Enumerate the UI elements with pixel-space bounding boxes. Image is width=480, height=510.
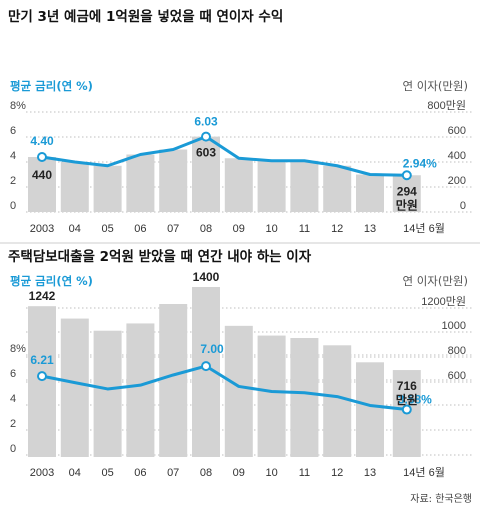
- x-tick-label: 08: [200, 223, 212, 235]
- rate-point-marker: [201, 131, 211, 142]
- interest-data-label: 294: [397, 184, 417, 198]
- bar: [224, 158, 253, 212]
- right-tick-label: 600: [448, 370, 466, 382]
- left-tick-label: 2: [10, 418, 16, 430]
- chart-title: 주택담보대출을 2억원 받았을 때 연간 내야 하는 이자: [8, 248, 312, 265]
- x-tick-label: 14년 6월: [403, 222, 445, 235]
- interest-data-label: 440: [32, 168, 52, 182]
- bar: [60, 318, 89, 457]
- rate-point-marker: [201, 361, 211, 372]
- left-tick-label: 8%: [10, 100, 26, 112]
- x-tick-label: 07: [167, 223, 179, 235]
- x-tick-label: 14년 6월: [403, 466, 445, 479]
- rate-point-marker: [37, 371, 47, 382]
- right-tick-label: 800: [448, 345, 466, 357]
- x-tick-label: 09: [233, 223, 245, 235]
- x-tick-label: 2003: [30, 223, 54, 235]
- x-tick-label: 2003: [30, 467, 54, 479]
- bar: [28, 306, 56, 457]
- left-tick-label: 6: [10, 368, 16, 380]
- bar: [126, 154, 155, 212]
- interest-unit-label: 만원: [396, 392, 418, 407]
- interest-data-label: 1400: [193, 270, 220, 284]
- interest-data-label: 1242: [29, 289, 56, 303]
- bar: [93, 165, 122, 212]
- x-tick-label: 12: [331, 223, 343, 235]
- rate-data-label: 2.94%: [403, 156, 437, 170]
- bar: [126, 323, 155, 457]
- right-tick-label: 1000: [442, 320, 466, 332]
- rate-data-label: 6.03: [194, 115, 218, 129]
- bar: [392, 175, 421, 212]
- bar: [60, 162, 89, 212]
- x-tick-label: 10: [265, 223, 277, 235]
- right-tick-label: 0: [460, 200, 466, 212]
- x-tick-label: 11: [299, 467, 310, 479]
- right-tick-label: 800만원: [427, 99, 466, 112]
- x-tick-label: 10: [265, 467, 277, 479]
- interest-unit-label: 만원: [396, 197, 418, 212]
- interest-data-label: 716: [397, 379, 417, 393]
- bar: [224, 325, 253, 457]
- rate-data-label: 3.58%: [398, 393, 432, 407]
- bar: [323, 345, 352, 457]
- bar: [192, 136, 220, 212]
- x-tick-label: 11: [299, 223, 310, 235]
- bar: [323, 165, 352, 212]
- x-tick-label: 13: [364, 467, 376, 479]
- x-tick-label: 04: [69, 223, 81, 235]
- x-tick-label: 07: [167, 467, 179, 479]
- x-tick-label: 09: [233, 467, 245, 479]
- x-tick-label: 05: [101, 223, 113, 235]
- left-tick-label: 8%: [10, 343, 26, 355]
- x-tick-label: 05: [101, 467, 113, 479]
- bar: [159, 304, 188, 457]
- rate-point-marker: [401, 170, 412, 181]
- x-tick-label: 06: [134, 467, 146, 479]
- rate-line: [41, 135, 407, 177]
- rate-data-label: 7.00: [200, 342, 224, 356]
- left-tick-label: 4: [10, 393, 16, 405]
- x-tick-label: 06: [134, 223, 146, 235]
- bar: [93, 330, 122, 457]
- right-axis-label: 연 이자(만원): [402, 274, 468, 288]
- left-tick-label: 6: [10, 125, 16, 137]
- left-tick-label: 0: [10, 443, 16, 455]
- bar: [257, 335, 286, 457]
- left-axis-label: 평균 금리(연 %): [10, 79, 93, 93]
- bar: [257, 160, 286, 212]
- rate-point-marker: [401, 404, 412, 415]
- right-tick-label: 400: [448, 150, 466, 162]
- bar: [356, 174, 384, 212]
- rate-data-label: 4.40: [30, 134, 54, 148]
- bar: [290, 160, 319, 212]
- left-tick-label: 2: [10, 175, 16, 187]
- bar: [290, 338, 319, 457]
- rate-point-marker: [37, 152, 47, 162]
- bar: [356, 362, 384, 457]
- chart-title: 만기 3년 예금에 1억원을 넣었을 때 연이자 수익: [8, 8, 283, 25]
- left-axis-label: 평균 금리(연 %): [10, 274, 93, 288]
- x-tick-label: 12: [331, 467, 343, 479]
- rate-data-label: 6.21: [30, 353, 54, 367]
- rate-line: [41, 364, 407, 412]
- source-note: 자료: 한국은행: [410, 493, 472, 505]
- right-tick-label: 600: [448, 125, 466, 137]
- right-tick-label: 200: [448, 175, 466, 187]
- bar: [159, 149, 188, 212]
- interest-data-label: 603: [196, 146, 216, 160]
- x-tick-label: 04: [69, 467, 81, 479]
- right-axis-label: 연 이자(만원): [402, 79, 468, 93]
- bar: [28, 157, 56, 212]
- x-tick-label: 13: [364, 223, 376, 235]
- left-tick-label: 4: [10, 150, 16, 162]
- left-tick-label: 0: [10, 200, 16, 212]
- x-tick-label: 08: [200, 467, 212, 479]
- right-tick-label: 1200만원: [421, 295, 466, 308]
